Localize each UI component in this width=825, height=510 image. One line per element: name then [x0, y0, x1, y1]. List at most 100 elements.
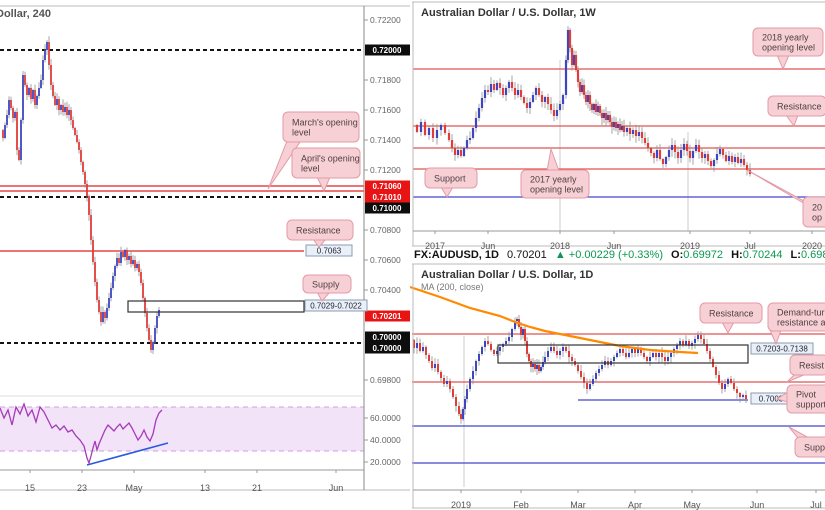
price-axis-tag [365, 44, 410, 56]
callout-resistance: Resistance [286, 219, 354, 248]
svg-text:0.71000: 0.71000 [373, 204, 402, 213]
ohlc-info-bar: FX:AUDUSD, 1D 0.70201 ▲ +0.00229 (+0.33%… [414, 249, 825, 263]
svg-text:20: 20 [812, 203, 822, 213]
svg-text:opening level: opening level [762, 43, 815, 53]
svg-text:Resistance: Resistance [296, 226, 341, 236]
svg-text:Resistance: Resistance [709, 309, 754, 319]
svg-text:0.70201: 0.70201 [373, 312, 402, 321]
price-axis-tag [365, 202, 410, 214]
y-axis-label: 0.71200 [370, 165, 401, 175]
svg-text:0.7063: 0.7063 [317, 247, 342, 256]
svg-text:0.7029-0.7022: 0.7029-0.7022 [310, 302, 362, 311]
open-label: O: [671, 249, 684, 261]
svg-text:0.72000: 0.72000 [373, 46, 402, 55]
y-axis-label: 0.69800 [370, 375, 401, 385]
h4-chart-canvas[interactable]: 15 23 May 13 21 Jun 0.72200 0.71800 0.71600 0.714… [0, 0, 412, 510]
weekly-chart-title: Australian Dollar / U.S. Dollar, 1W [421, 7, 596, 19]
callout-support: Support [424, 167, 478, 198]
svg-text:0.70000: 0.70000 [373, 344, 402, 353]
w1-candles [415, 26, 752, 177]
x-axis-label: 15 [25, 483, 35, 493]
svg-text:Supply: Supply [312, 280, 340, 290]
x-axis-label: Apr [628, 500, 642, 510]
y-axis-label: 0.70400 [370, 285, 401, 295]
rsi-band [0, 407, 364, 451]
y-axis-label: 0.71600 [370, 105, 401, 115]
change-value: +0.00229 (+0.33%) [568, 249, 663, 261]
price-axis-tag [365, 180, 410, 192]
last-price: 0.70201 [507, 249, 547, 261]
svg-text:level: level [301, 164, 320, 174]
price-flag-label [304, 299, 368, 312]
svg-text:resistance ar: resistance ar [777, 318, 825, 328]
zone-box[interactable] [497, 344, 749, 364]
svg-text:Pivot: Pivot [796, 390, 817, 400]
svg-text:0.7203-0.7138: 0.7203-0.7138 [756, 345, 808, 354]
price-axis-tag [365, 310, 410, 322]
x-axis-label: Jul [810, 500, 822, 510]
x-axis-label: May [125, 483, 143, 493]
price-flag-label [305, 244, 353, 257]
high-value: 0.70244 [742, 249, 783, 261]
trendline[interactable] [86, 442, 169, 466]
price-flag-label [750, 342, 814, 355]
callout-support-clipped: Supp [788, 426, 825, 458]
y-axis-label: 0.71400 [370, 135, 401, 145]
price-axis-tag [365, 342, 410, 354]
x-axis-label: 13 [200, 483, 210, 493]
rsi-line [0, 402, 163, 466]
svg-text:level: level [292, 128, 311, 138]
h4-candles [2, 36, 160, 354]
ma-200-label: MA (200, close) [421, 282, 484, 292]
svg-text:op: op [812, 213, 822, 223]
h4-chart-title: Dollar, 240 [0, 8, 52, 20]
open-value: 0.69972 [683, 249, 724, 261]
ma-200-line [410, 285, 699, 355]
y-axis-label: 60.0000 [370, 413, 401, 423]
price-axis-tag [365, 191, 410, 203]
symbol-label: FX:AUDUSD, 1D [414, 249, 499, 261]
x-axis-label: Jun [329, 483, 344, 493]
daily-chart-title: Australian Dollar / U.S. Dollar, 1D [421, 269, 594, 281]
x-axis-label: 2017 [425, 241, 445, 251]
svg-text:0.71060: 0.71060 [373, 182, 402, 191]
x-axis-label: Jun [481, 241, 496, 251]
d1-candles [413, 314, 747, 424]
callout-resistance-1: Resistance [699, 302, 763, 335]
svg-text:support: support [796, 400, 825, 410]
low-label: L: [790, 249, 801, 261]
low-value: 0.69846 [800, 249, 825, 261]
d1-chart-canvas[interactable]: 2019 Feb Mar Apr May Jun Jul 0.7203-0.7138 0.700… [410, 262, 825, 510]
callout-resistance-2-clipped: Resist [786, 354, 825, 383]
y-axis-label: 0.70800 [370, 225, 401, 235]
callout-resistance: Resistance [767, 95, 825, 128]
svg-text:0.71010: 0.71010 [373, 193, 402, 202]
y-axis-label: 20.0000 [370, 457, 401, 467]
svg-text:2018 yearly: 2018 yearly [762, 33, 809, 43]
svg-text:opening level: opening level [530, 185, 583, 195]
svg-text:Demand-turn: Demand-turn [777, 308, 825, 318]
callout-supply: Supply [302, 274, 352, 302]
y-axis-label: 0.70600 [370, 255, 401, 265]
x-axis-label: 23 [77, 483, 87, 493]
x-axis-label: Jun [607, 241, 622, 251]
x-axis-label: 21 [252, 483, 262, 493]
x-axis-label: 2019 [451, 500, 471, 510]
x-axis-label: May [683, 500, 701, 510]
svg-text:April's opening: April's opening [301, 154, 360, 164]
x-axis-label: Feb [513, 500, 529, 510]
svg-text:Resist: Resist [799, 361, 825, 371]
svg-text:Supp: Supp [804, 443, 825, 453]
zone-box[interactable] [127, 300, 305, 313]
x-axis-label: Mar [570, 500, 586, 510]
price-axis-tag [365, 331, 410, 343]
x-axis-label: 2018 [550, 241, 570, 251]
